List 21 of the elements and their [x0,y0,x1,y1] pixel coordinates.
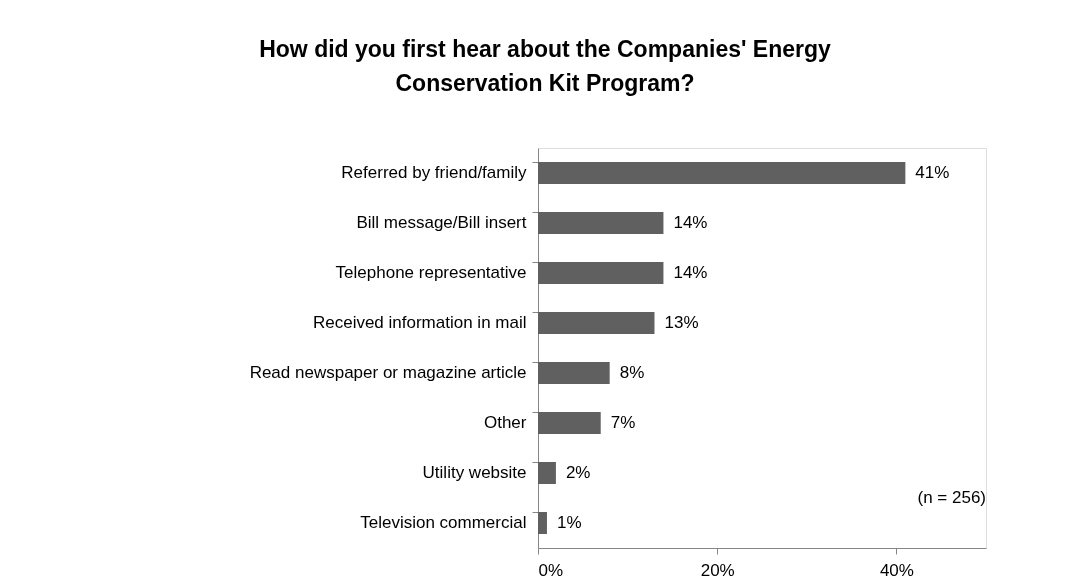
data-label: 1% [556,513,582,532]
y-tick-label: Read newspaper or magazine article [249,363,527,382]
x-tick-label: 40% [879,560,914,576]
y-tick-label: Received information in mail [312,313,527,332]
data-label: 14% [673,263,708,282]
y-tick-label: Other [483,413,527,432]
x-tick-label: 20% [700,560,735,576]
data-label: 13% [664,313,699,332]
x-tick-label: 0% [538,560,564,576]
data-label: 41% [915,163,950,182]
y-tick-label: Telephone representative [335,263,527,282]
y-tick-label: Television commercial [360,513,527,532]
annotation: (n = 256) [917,488,986,507]
data-label: 14% [673,213,708,232]
chart-title: How did you first hear about the Companies' Energy Conservation Kit Program? [259,36,831,96]
y-tick-label: Utility website [422,463,527,482]
y-tick-label: Referred by friend/family [341,163,527,182]
y-tick-label: Bill message/Bill insert [356,213,527,232]
data-label: 2% [565,463,591,482]
data-label: 8% [619,363,645,382]
data-label: 7% [610,413,636,432]
